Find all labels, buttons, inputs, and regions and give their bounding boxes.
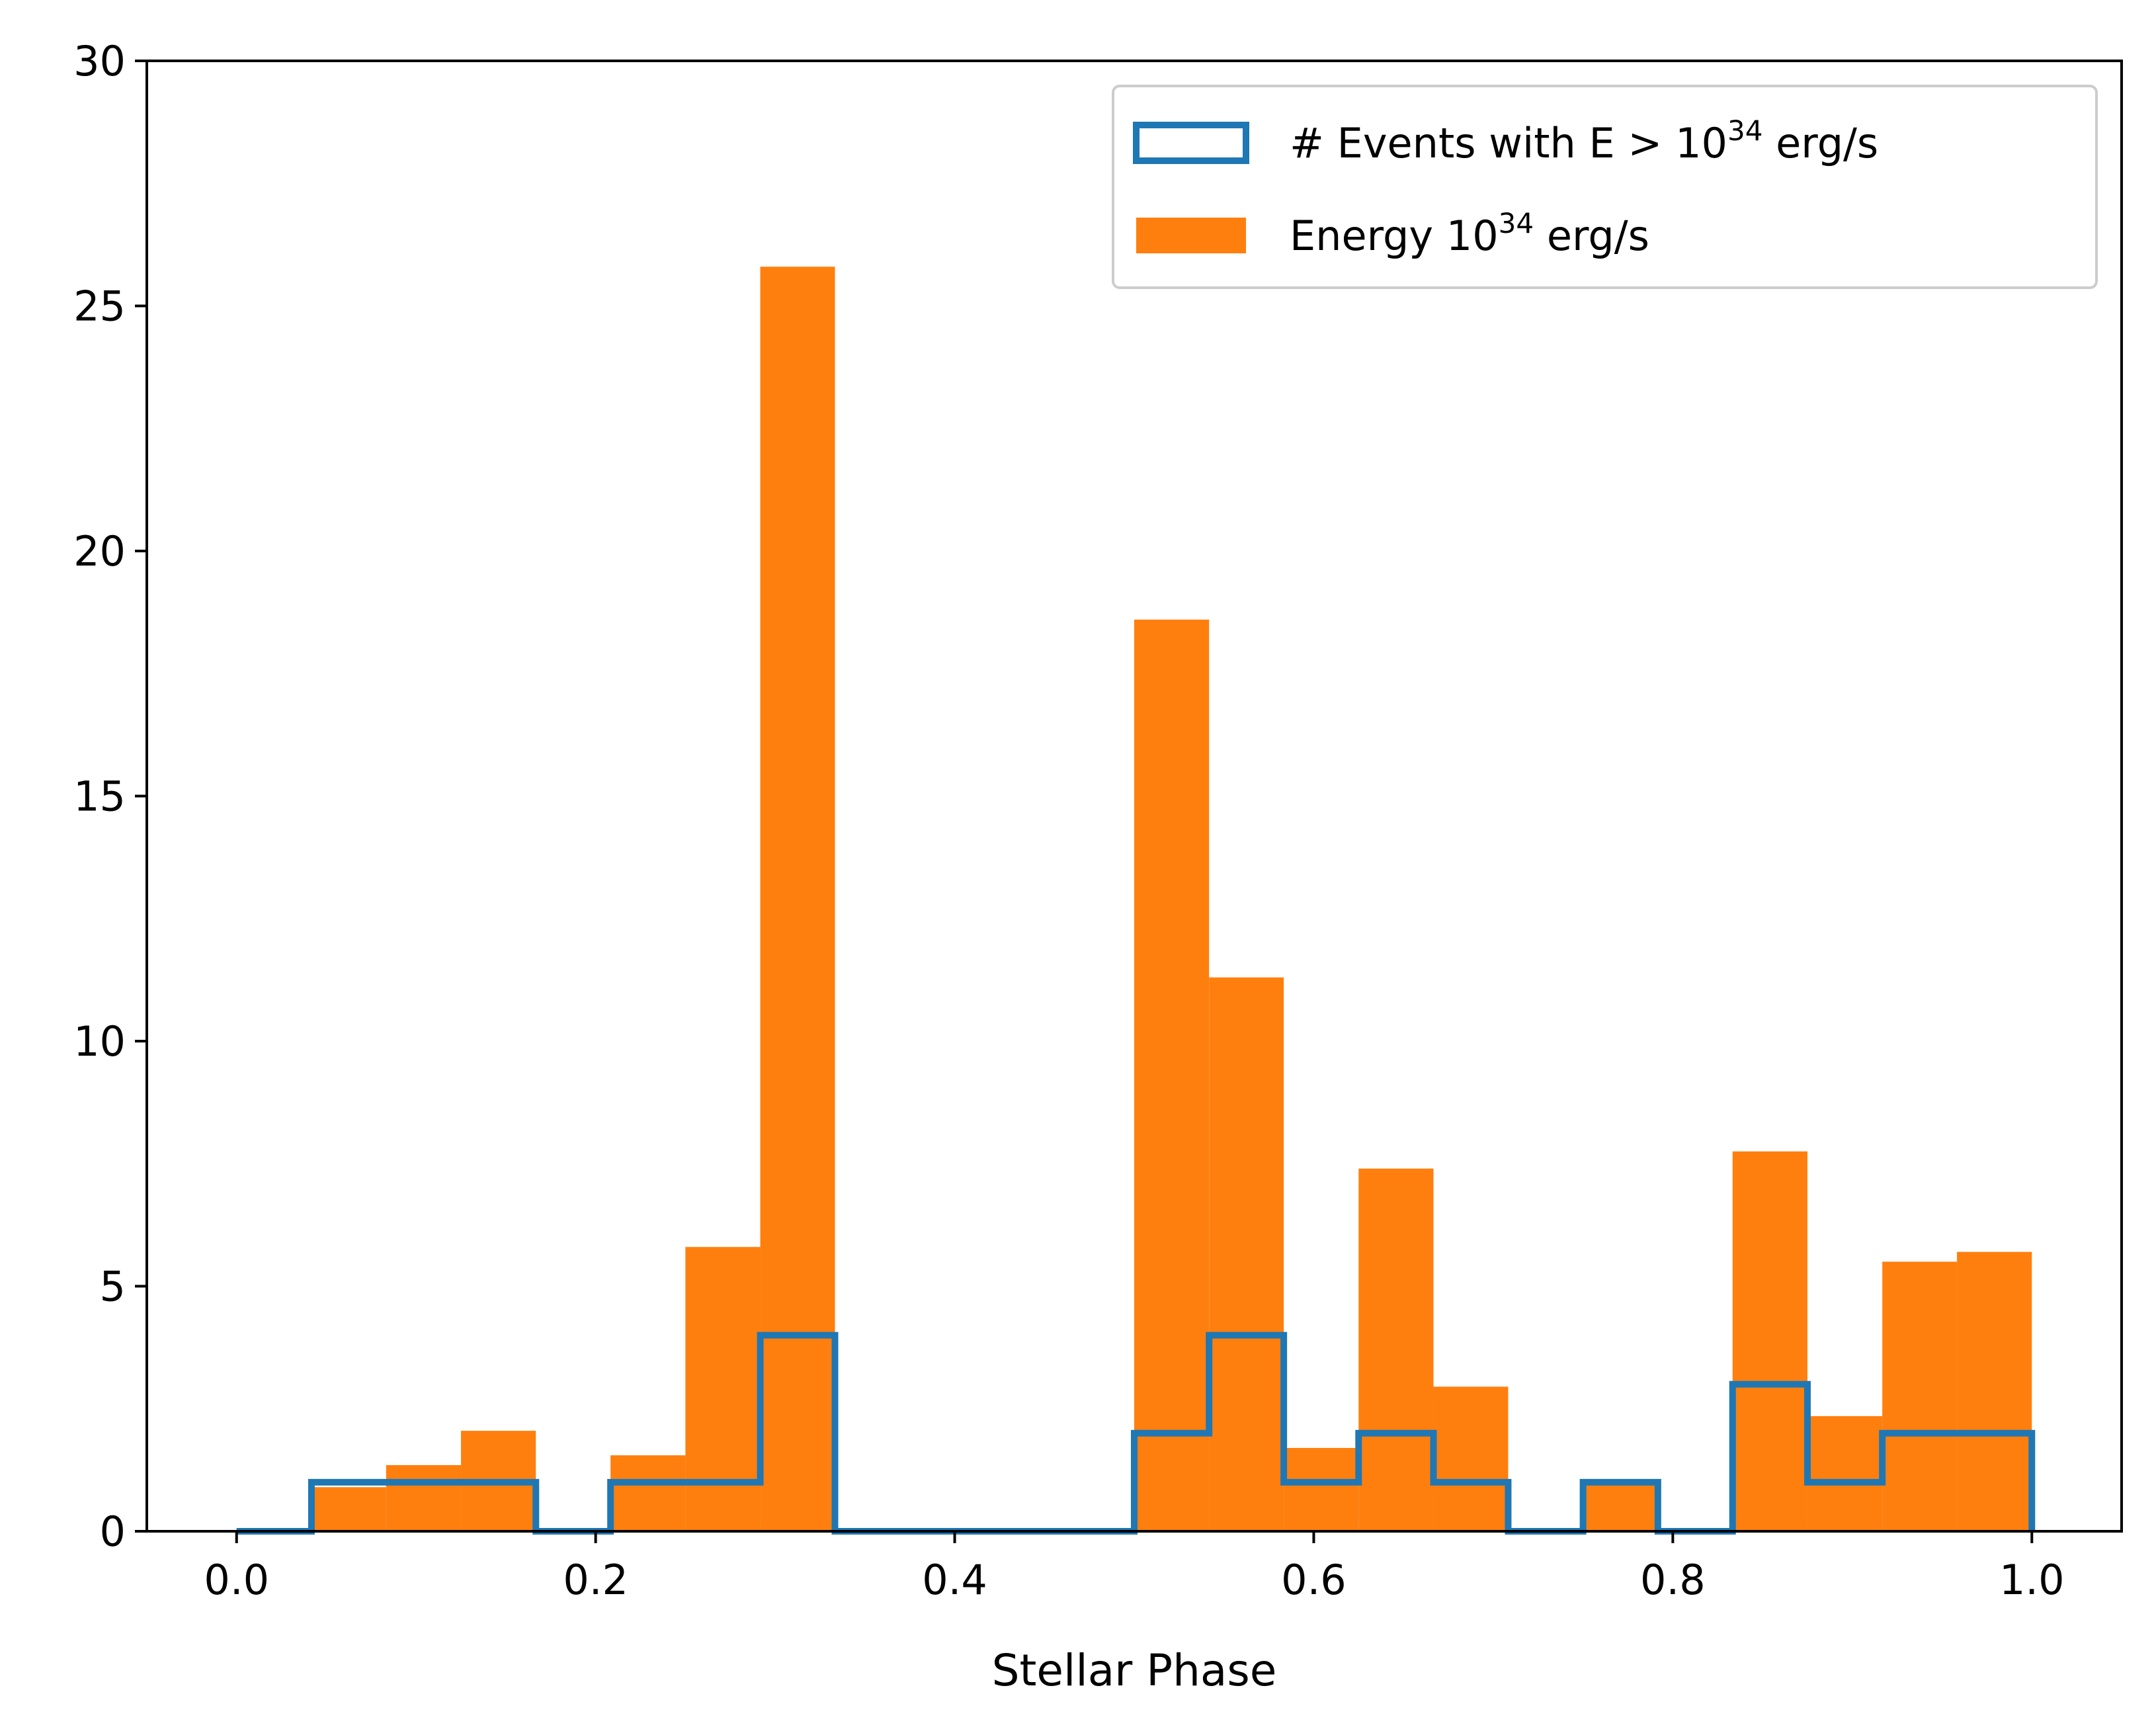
legend-swatch-energy [1136, 218, 1246, 253]
legend-label-part: 10 [1662, 119, 1727, 167]
x-tick-label: 0.2 [563, 1556, 628, 1604]
legend-label-part: # Events with E [1290, 119, 1628, 167]
y-tick-label: 5 [100, 1263, 126, 1311]
x-tick-label: 0.8 [1640, 1556, 1706, 1604]
y-tick-label: 10 [73, 1017, 126, 1066]
y-tick-label: 20 [73, 527, 126, 575]
energy-bar [1284, 1448, 1359, 1531]
energy-bar [1433, 1386, 1509, 1531]
energy-bar [1583, 1484, 1658, 1531]
energy-bar [386, 1464, 462, 1531]
energy-bar [311, 1487, 386, 1531]
energy-bar [610, 1455, 686, 1531]
x-axis-ticks: 0.0 0.2 0.4 0.6 0.8 1.0 [204, 1531, 2065, 1604]
y-tick-label: 15 [73, 773, 126, 821]
y-tick-label: 30 [73, 37, 126, 85]
legend-label-exponent: 34 [1727, 114, 1762, 147]
energy-bars [311, 267, 2032, 1532]
legend-label: Energy 1034 erg/s [1290, 207, 1649, 260]
energy-bar [1882, 1261, 1958, 1531]
energy-bar [1358, 1168, 1434, 1531]
y-tick-label: 0 [100, 1507, 126, 1556]
energy-bar [1209, 977, 1284, 1531]
y-tick-label: 25 [73, 282, 126, 331]
legend-label: # Events with E > 1034 erg/s [1290, 114, 1878, 167]
energy-bar [1807, 1416, 1883, 1531]
energy-bar [1134, 619, 1210, 1531]
legend-box [1112, 85, 2098, 289]
x-axis-title: Stellar Phase [992, 1645, 1277, 1696]
legend-label-suffix: erg/s [1534, 212, 1649, 260]
energy-bar [1957, 1251, 2032, 1531]
x-tick-label: 0.4 [922, 1556, 987, 1604]
legend-label-part: > [1628, 119, 1662, 167]
y-axis-ticks: 0 5 10 15 20 25 30 [73, 37, 147, 1556]
energy-bar [685, 1247, 761, 1531]
energy-bar [760, 267, 835, 1532]
x-tick-label: 1.0 [1999, 1556, 2065, 1604]
legend-label-exponent: 34 [1499, 207, 1534, 239]
x-tick-label: 0.6 [1281, 1556, 1347, 1604]
legend-label-suffix: erg/s [1762, 119, 1878, 167]
legend-swatch-events [1133, 122, 1249, 164]
energy-bar [1732, 1151, 1807, 1531]
legend-label-part: Energy 10 [1290, 212, 1499, 260]
x-tick-label: 0.0 [204, 1556, 269, 1604]
